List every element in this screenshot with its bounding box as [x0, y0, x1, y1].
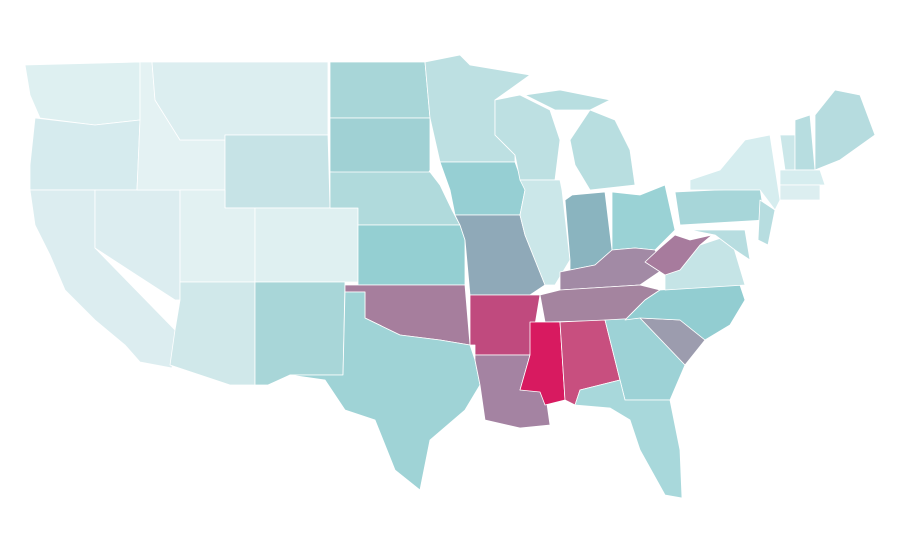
state: [574, 379, 683, 499]
state: [254, 207, 359, 283]
state: [24, 61, 141, 126]
state: [329, 61, 431, 119]
state: [524, 89, 611, 111]
states: [24, 54, 876, 499]
state: [757, 199, 776, 246]
state: [224, 134, 331, 209]
state: [169, 281, 256, 386]
state: [29, 117, 141, 191]
state: [469, 294, 541, 356]
state: [814, 89, 876, 171]
state: [329, 117, 431, 181]
state: [779, 134, 796, 171]
state: [794, 114, 816, 171]
state: [779, 169, 826, 186]
state: [254, 281, 346, 386]
state: [357, 224, 466, 286]
state: [689, 229, 751, 261]
state: [289, 291, 481, 491]
state: [611, 184, 676, 251]
state: [644, 234, 713, 276]
state: [779, 184, 821, 201]
state: [569, 109, 636, 191]
state: [439, 161, 526, 216]
state: [519, 179, 571, 286]
state: [674, 187, 766, 226]
state: [151, 61, 329, 141]
